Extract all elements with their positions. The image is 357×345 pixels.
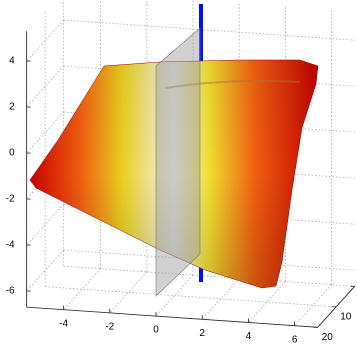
y-tick-label: -6 — [6, 286, 15, 297]
x-axis — [27, 307, 318, 327]
slice-plane — [156, 28, 200, 296]
x-tick-label: 4 — [246, 331, 252, 342]
chart: -6-4-2024-4-2024601020 — [0, 0, 357, 345]
grid-line — [295, 285, 332, 326]
z-tick-label: 20 — [322, 332, 334, 343]
grid-line — [45, 287, 336, 307]
z-tick-label: 10 — [340, 311, 352, 322]
grid-line — [110, 272, 147, 313]
x-tick-label: 2 — [199, 328, 205, 339]
x-tick-label: 6 — [292, 334, 298, 345]
y-tick-label: -2 — [6, 194, 15, 205]
grid-line — [27, 204, 64, 245]
grid-line — [64, 269, 101, 310]
y-tick-label: -4 — [6, 240, 15, 251]
y-tick-label: 0 — [9, 148, 15, 159]
grid-line — [248, 282, 285, 323]
grid-line — [27, 250, 64, 291]
grid-line — [64, 20, 355, 40]
x-tick-label: 0 — [153, 325, 159, 336]
y-tick-label: 4 — [9, 56, 15, 67]
x-tick-label: -4 — [59, 318, 68, 329]
x-tick-label: -2 — [105, 322, 114, 333]
y-tick-label: 2 — [9, 102, 15, 113]
